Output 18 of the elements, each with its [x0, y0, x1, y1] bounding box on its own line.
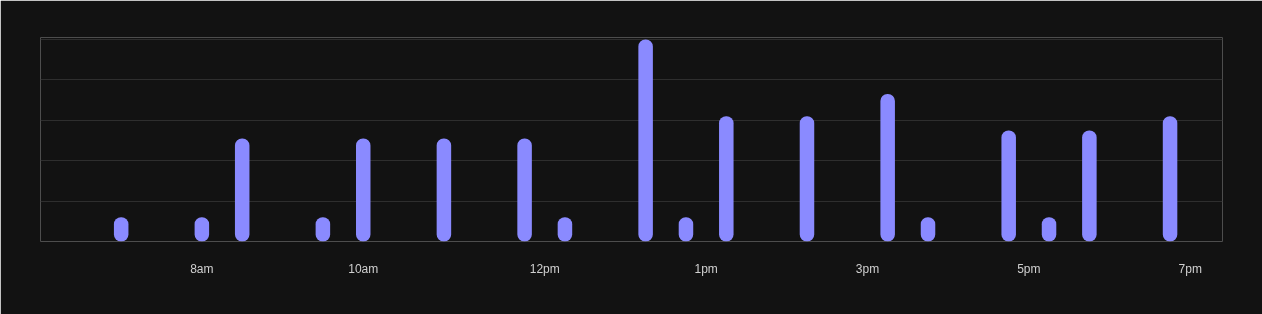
bar: [1162, 116, 1178, 242]
bar: [234, 138, 250, 242]
bar: [880, 94, 895, 242]
bar: [436, 138, 452, 242]
bar: [1082, 130, 1097, 242]
bar: [517, 138, 532, 242]
bar: [719, 116, 734, 242]
bar: [799, 116, 815, 242]
x-tick-label: 5pm: [1017, 261, 1041, 276]
x-tick-label: 3pm: [855, 261, 880, 276]
x-tick-label: 1pm: [694, 261, 718, 276]
bar: [355, 138, 371, 242]
x-tick-label: 8am: [190, 261, 214, 276]
bar: [1001, 130, 1016, 242]
x-tick-label: 7pm: [1178, 261, 1202, 276]
x-tick-label: 10am: [348, 261, 379, 276]
bar: [638, 39, 653, 242]
x-tick-label: 12pm: [529, 261, 560, 276]
